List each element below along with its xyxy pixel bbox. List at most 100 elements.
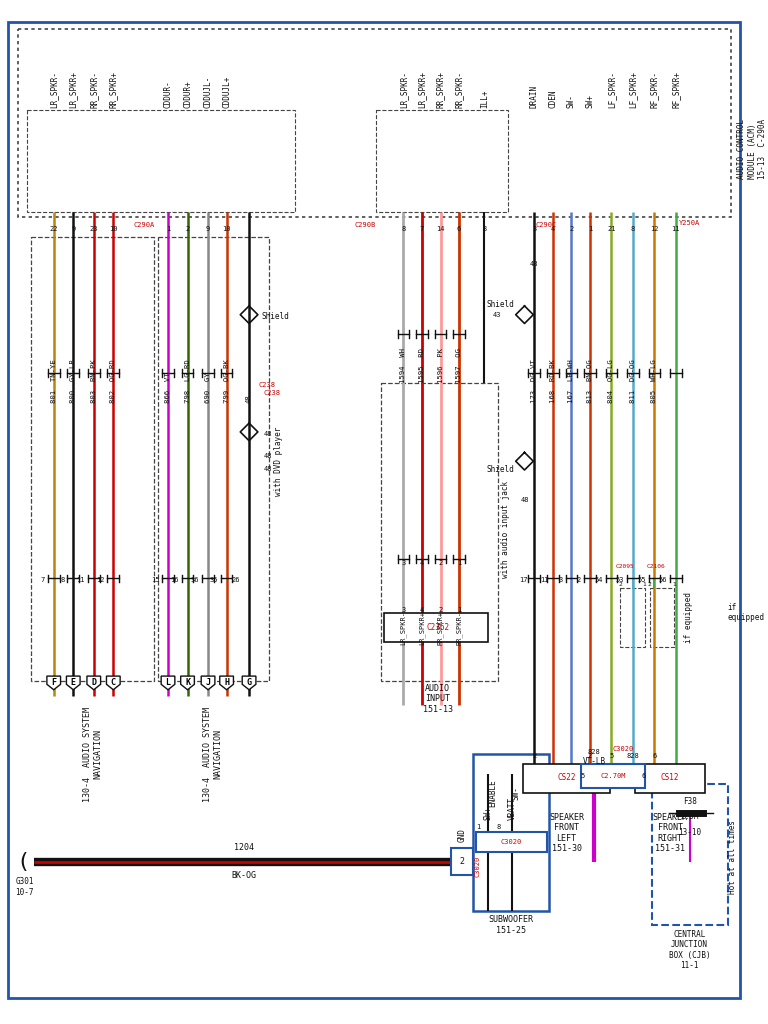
Text: with audio input jack: with audio input jack — [502, 481, 511, 579]
Text: H: H — [224, 679, 229, 687]
Text: 43: 43 — [492, 311, 501, 317]
Text: 2: 2 — [439, 606, 442, 612]
Text: 801  TN-YE: 801 TN-YE — [51, 358, 57, 402]
Text: 12: 12 — [96, 578, 104, 584]
Text: CENTRAL
JUNCTION
BOX (CJB)
11-1: CENTRAL JUNCTION BOX (CJB) 11-1 — [669, 930, 710, 971]
Text: LR_SPKR-: LR_SPKR- — [399, 71, 408, 108]
Text: 2: 2 — [588, 754, 592, 759]
Polygon shape — [87, 676, 101, 690]
Text: C238: C238 — [263, 390, 281, 396]
Text: SW+: SW+ — [585, 94, 594, 108]
Text: 4: 4 — [420, 560, 424, 566]
Text: LF_SPKR+: LF_SPKR+ — [628, 71, 637, 108]
Text: 8: 8 — [631, 225, 635, 231]
Text: SPEAKER
FRONT
LEFT
151-30: SPEAKER FRONT LEFT 151-30 — [549, 813, 584, 853]
Text: L: L — [165, 679, 170, 687]
Text: CDDUR-: CDDUR- — [164, 80, 173, 108]
Polygon shape — [66, 676, 80, 690]
Text: F: F — [51, 679, 56, 687]
Text: SUBWOOFER
151-25: SUBWOOFER 151-25 — [488, 915, 533, 935]
Bar — [158, 237, 269, 681]
Text: 48: 48 — [263, 431, 272, 437]
Text: RR_SPKR+: RR_SPKR+ — [436, 71, 445, 108]
Text: 690  GY: 690 GY — [205, 372, 211, 402]
Text: 828: 828 — [627, 754, 639, 759]
Polygon shape — [161, 676, 175, 690]
Text: 130-4  AUDIO SYSTEM
NAVIGATION: 130-4 AUDIO SYSTEM NAVIGATION — [204, 707, 223, 802]
Text: 168  RD-BK: 168 RD-BK — [550, 358, 556, 402]
Text: AUDIO
INPUT
151-13: AUDIO INPUT 151-13 — [422, 684, 452, 714]
Text: 55: 55 — [637, 578, 646, 584]
Text: 2: 2 — [532, 754, 536, 759]
Bar — [475, 833, 547, 852]
Bar — [653, 783, 727, 925]
Text: LR_SPKR+: LR_SPKR+ — [419, 611, 425, 645]
Bar — [650, 588, 674, 647]
Bar — [31, 237, 154, 681]
Text: 167  LB-WH: 167 LB-WH — [568, 358, 574, 402]
Text: 3: 3 — [401, 606, 406, 612]
Text: 9: 9 — [71, 225, 75, 231]
Text: G301
10-7: G301 10-7 — [15, 878, 34, 897]
Text: 1204: 1204 — [234, 843, 254, 852]
Text: 48: 48 — [263, 466, 272, 472]
Text: 130-4  AUDIO SYSTEM
NAVIGATION: 130-4 AUDIO SYSTEM NAVIGATION — [83, 707, 102, 802]
Text: 813  BN-OG: 813 BN-OG — [587, 358, 593, 402]
Text: 12: 12 — [650, 225, 659, 231]
Text: 1: 1 — [457, 606, 462, 612]
Text: 5: 5 — [580, 773, 584, 778]
Text: LF_SPKR-: LF_SPKR- — [607, 71, 616, 108]
Text: 8: 8 — [401, 225, 406, 231]
Text: Y250A: Y250A — [679, 220, 700, 226]
Text: CS22: CS22 — [558, 773, 576, 782]
Text: with DVD player: with DVD player — [274, 427, 283, 496]
Text: Shield: Shield — [486, 465, 514, 473]
Text: G: G — [247, 679, 252, 687]
Text: ENABLE: ENABLE — [488, 779, 498, 807]
Text: 798  LG-RD: 798 LG-RD — [184, 358, 190, 402]
Text: 6: 6 — [641, 773, 646, 778]
Text: 11: 11 — [672, 225, 680, 231]
Bar — [473, 755, 549, 910]
Text: 1597  OG: 1597 OG — [456, 348, 462, 383]
Text: C3020: C3020 — [475, 856, 481, 878]
Text: 16: 16 — [170, 578, 179, 584]
Text: if
equipped: if equipped — [727, 603, 765, 623]
Bar — [621, 588, 644, 647]
Text: LR_SPKR+: LR_SPKR+ — [69, 71, 78, 108]
Text: 10: 10 — [223, 225, 231, 231]
Text: C2362: C2362 — [426, 623, 449, 632]
Text: VT-LB: VT-LB — [582, 757, 605, 766]
Text: 800  GY-LB: 800 GY-LB — [70, 358, 76, 402]
Text: 9: 9 — [206, 225, 210, 231]
Text: CDDUR+: CDDUR+ — [183, 80, 192, 108]
Text: 35: 35 — [210, 578, 218, 584]
Text: 7: 7 — [420, 225, 424, 231]
Text: C3020: C3020 — [612, 746, 634, 753]
Text: RR_SPKR+: RR_SPKR+ — [437, 611, 444, 645]
Text: RF_SPKR-: RF_SPKR- — [650, 71, 659, 108]
Text: 799  OG-BK: 799 OG-BK — [223, 358, 230, 402]
Text: 2: 2 — [577, 578, 581, 584]
Text: 6: 6 — [457, 225, 462, 231]
Text: 13-10: 13-10 — [678, 827, 701, 837]
Text: J: J — [206, 679, 210, 687]
Text: 1: 1 — [588, 225, 592, 231]
Text: RR_SPKR-: RR_SPKR- — [455, 611, 462, 645]
Text: 1: 1 — [476, 824, 481, 830]
Text: 2: 2 — [618, 582, 622, 587]
Text: 8: 8 — [496, 824, 500, 830]
Text: 14: 14 — [436, 225, 445, 231]
Text: C2.70M: C2.70M — [601, 773, 626, 778]
Text: 811  DG-OG: 811 DG-OG — [630, 358, 636, 402]
Text: 3: 3 — [532, 225, 536, 231]
Bar — [635, 764, 705, 794]
Text: 53: 53 — [616, 578, 624, 584]
Text: CDDUJL-: CDDUJL- — [204, 75, 213, 108]
Text: CS12: CS12 — [660, 773, 679, 782]
Text: RR_SPKR-: RR_SPKR- — [455, 71, 464, 108]
Text: 48: 48 — [520, 498, 528, 503]
Polygon shape — [180, 676, 194, 690]
Text: C: C — [111, 679, 116, 687]
Text: 866  VT: 866 VT — [165, 372, 171, 402]
